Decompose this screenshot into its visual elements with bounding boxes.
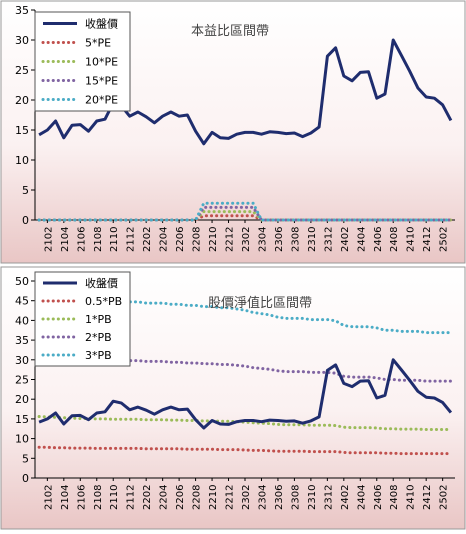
y-tick-label: 30 (15, 354, 29, 367)
legend-label: 3*PB (85, 349, 112, 362)
x-tick-label: 2104 (60, 485, 71, 510)
x-tick-label: 2208 (192, 485, 203, 510)
y-tick-label: 5 (22, 452, 29, 465)
x-tick-label: 2502 (439, 227, 450, 252)
y-tick-label: 10 (15, 154, 29, 167)
x-tick-label: 2104 (60, 227, 71, 252)
legend-label: 10*PE (85, 56, 118, 69)
y-tick-label: 25 (15, 64, 29, 77)
series-line (38, 38, 453, 146)
x-tick-label: 2402 (340, 485, 351, 510)
y-tick-label: 35 (15, 334, 29, 347)
x-tick-label: 2206 (175, 227, 186, 252)
x-tick-label: 2204 (159, 227, 170, 252)
x-tick-label: 2302 (241, 485, 252, 510)
x-tick-label: 2410 (406, 485, 417, 510)
x-tick-label: 2412 (422, 485, 433, 510)
legend-label: 1*PB (85, 313, 112, 326)
x-tick-label: 2108 (93, 227, 104, 252)
x-tick-label: 2412 (422, 227, 433, 252)
chart-title: 股價淨值比區間帶 (208, 295, 312, 311)
x-tick-label: 2102 (43, 485, 54, 510)
x-tick-label: 2410 (406, 227, 417, 252)
y-tick-label: 30 (15, 34, 29, 47)
y-tick-label: 50 (15, 275, 29, 288)
x-tick-label: 2202 (142, 485, 153, 510)
y-tick-label: 0 (22, 214, 29, 227)
y-tick-label: 20 (15, 393, 29, 406)
x-tick-label: 2210 (208, 227, 219, 252)
x-tick-label: 2106 (76, 485, 87, 510)
x-tick-label: 2312 (323, 485, 334, 510)
x-tick-label: 2108 (93, 485, 104, 510)
legend-label: 5*PE (85, 37, 111, 50)
x-tick-label: 2204 (159, 485, 170, 510)
y-tick-label: 5 (22, 184, 29, 197)
y-tick-label: 40 (15, 314, 29, 327)
x-tick-label: 2308 (290, 485, 301, 510)
chart-title: 本益比區間帶 (191, 24, 269, 39)
x-tick-label: 2110 (109, 485, 120, 510)
legend (34, 271, 131, 367)
x-tick-label: 2102 (43, 227, 54, 252)
x-tick-label: 2206 (175, 485, 186, 510)
x-tick-label: 2208 (192, 227, 203, 252)
series-line (37, 205, 453, 222)
y-tick-label: 35 (15, 4, 29, 17)
x-tick-label: 2112 (126, 485, 137, 510)
legend-label: 0.5*PB (85, 295, 122, 308)
series-line (37, 292, 453, 335)
legend-label: 15*PE (85, 75, 118, 88)
x-tick-label: 2302 (241, 227, 252, 252)
legend-label: 收盤價 (85, 276, 118, 290)
x-tick-label: 2110 (109, 227, 120, 252)
legend-label: 20*PE (85, 94, 118, 107)
y-tick-label: 0 (22, 472, 29, 485)
x-tick-label: 2212 (225, 485, 236, 510)
y-tick-label: 25 (15, 374, 29, 387)
x-tick-label: 2306 (274, 485, 285, 510)
x-tick-label: 2404 (356, 485, 367, 510)
x-tick-label: 2112 (126, 227, 137, 252)
x-tick-label: 2310 (307, 227, 318, 252)
x-tick-label: 2406 (373, 485, 384, 510)
y-tick-label: 15 (15, 124, 29, 137)
series-line (38, 358, 453, 430)
x-tick-label: 2408 (389, 485, 400, 510)
x-tick-label: 2304 (257, 485, 268, 510)
y-tick-label: 45 (15, 295, 29, 308)
legend-label: 收盤價 (85, 17, 118, 31)
series-line (37, 210, 453, 222)
x-tick-label: 2306 (274, 227, 285, 252)
y-tick-label: 15 (15, 413, 29, 426)
x-tick-label: 2404 (356, 227, 367, 252)
x-tick-label: 2402 (340, 227, 351, 252)
x-tick-label: 2202 (142, 227, 153, 252)
x-tick-label: 2312 (323, 227, 334, 252)
x-tick-label: 2408 (389, 227, 400, 252)
legend (34, 11, 131, 112)
y-tick-label: 10 (15, 433, 29, 446)
x-tick-label: 2406 (373, 227, 384, 252)
y-tick-label: 20 (15, 94, 29, 107)
legend-label: 2*PB (85, 331, 112, 344)
x-tick-label: 2308 (290, 227, 301, 252)
x-tick-label: 2310 (307, 485, 318, 510)
x-tick-label: 2106 (76, 227, 87, 252)
x-tick-label: 2210 (208, 485, 219, 510)
x-tick-label: 2502 (439, 485, 450, 510)
x-tick-label: 2304 (257, 227, 268, 252)
x-tick-label: 2212 (225, 227, 236, 252)
